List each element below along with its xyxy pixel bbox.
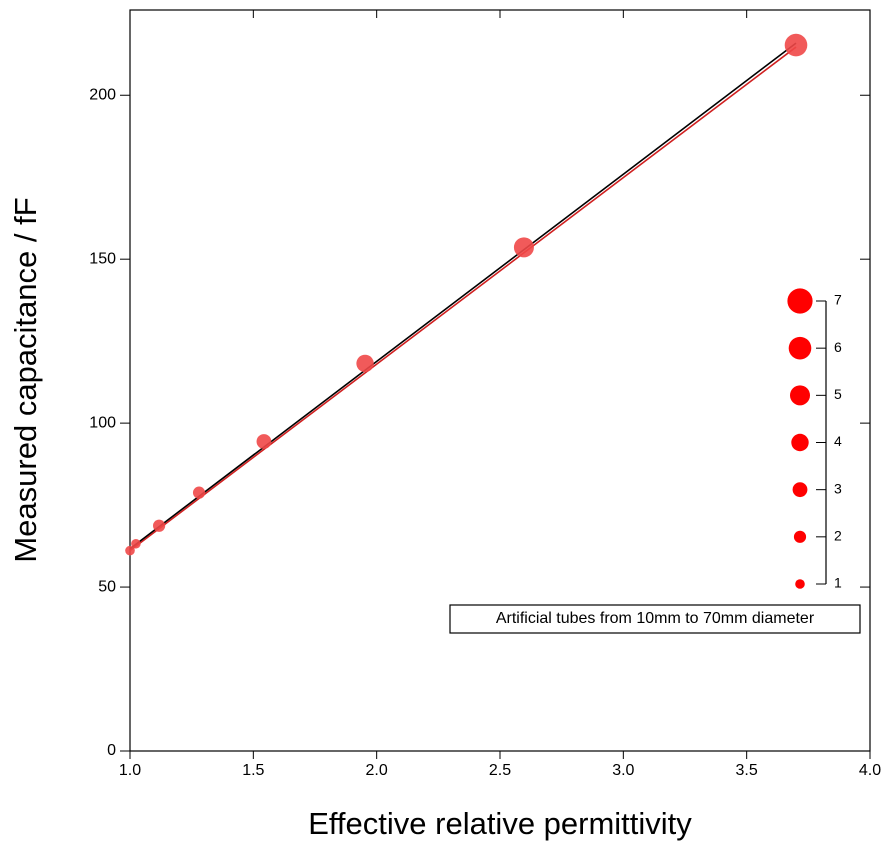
plot-frame: [129, 9, 871, 752]
size-legend-label: 3: [834, 480, 842, 496]
size-legend-label: 4: [834, 433, 842, 449]
size-legend-marker: [795, 579, 805, 589]
point: [192, 486, 206, 499]
size-legend-label: 1: [834, 575, 842, 591]
point: [784, 33, 808, 57]
x-tick-label: 2.0: [366, 762, 388, 779]
point: [153, 519, 166, 532]
x-tick-label: 2.5: [489, 762, 511, 779]
x-tick-label: 1.0: [119, 762, 141, 779]
y-tick-label: 100: [89, 414, 116, 431]
size-legend-label: 6: [834, 339, 842, 355]
point: [256, 434, 272, 449]
x-tick-label: 3.0: [612, 762, 634, 779]
point: [356, 354, 374, 373]
fit-line: [129, 46, 797, 552]
x-axis-label: Effective relative permittivity: [308, 806, 692, 841]
x-tick-label: 3.5: [736, 762, 758, 779]
size-legend-marker: [791, 433, 809, 452]
size-legend-marker: [790, 385, 810, 406]
point: [513, 237, 534, 258]
y-axis-label: Measured capacitance / fF: [8, 197, 43, 562]
y-tick-label: 150: [89, 250, 116, 267]
annotation: Artificial tubes from 10mm to 70mm diame…: [496, 610, 815, 627]
annotation-box: [449, 604, 861, 634]
x-tick-label: 4.0: [859, 762, 881, 779]
x-tick-label: 1.5: [242, 762, 264, 779]
size-legend-marker: [788, 336, 812, 360]
y-tick-label: 200: [89, 86, 116, 103]
fit-line: [129, 42, 797, 550]
size-legend-label: 5: [834, 386, 842, 402]
size-legend-label: 2: [834, 528, 842, 544]
point: [131, 538, 141, 549]
size-legend-label: 7: [834, 292, 842, 308]
size-legend-marker: [793, 530, 807, 543]
y-tick-label: 0: [107, 742, 116, 759]
size-legend-marker: [787, 288, 813, 314]
y-tick-label: 50: [98, 578, 116, 595]
point: [125, 545, 135, 556]
size-legend-marker: [792, 482, 808, 498]
